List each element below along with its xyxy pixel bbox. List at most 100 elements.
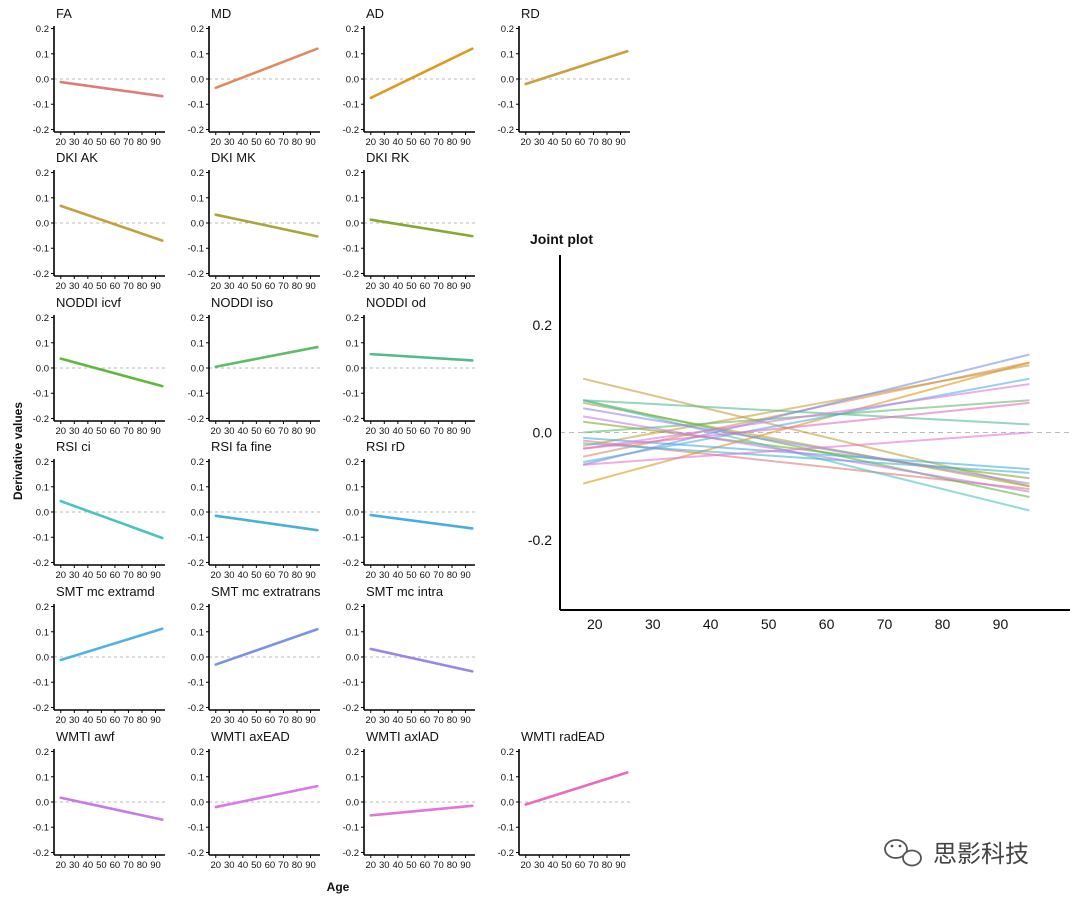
x-tick-label: 40 xyxy=(83,570,94,581)
x-tick-label: 70 xyxy=(433,715,444,726)
y-tick-label: -0.1 xyxy=(33,389,49,400)
trend-line-rsi-rd xyxy=(369,513,474,530)
panel-title: WMTI awf xyxy=(56,729,115,744)
x-tick-label: 30 xyxy=(534,860,545,871)
x-tick-label: 30 xyxy=(224,426,235,437)
x-tick-label: 70 xyxy=(278,281,289,292)
y-tick-label: 0.2 xyxy=(346,602,359,613)
y-tick-label: -0.2 xyxy=(33,125,49,136)
x-tick-label: 40 xyxy=(393,281,404,292)
x-tick-label: 90 xyxy=(460,860,471,871)
x-tick-label: 20 xyxy=(210,426,221,437)
y-tick-label: 0.1 xyxy=(191,49,204,60)
joint-line-wmti-awf xyxy=(583,415,1030,493)
y-tick-label: 0.0 xyxy=(346,219,359,230)
joint-x-tick-label: 50 xyxy=(761,616,777,632)
y-tick-label: 0.1 xyxy=(191,193,204,204)
y-tick-label: 0.0 xyxy=(191,798,204,809)
x-tick-label: 80 xyxy=(447,281,458,292)
panel-title: MD xyxy=(211,6,231,21)
joint-x-tick-label: 30 xyxy=(645,616,661,632)
x-tick-label: 40 xyxy=(548,137,559,148)
y-tick-label: 0.1 xyxy=(36,627,49,638)
x-tick-label: 40 xyxy=(393,426,404,437)
x-tick-label: 30 xyxy=(69,715,80,726)
x-tick-label: 30 xyxy=(224,715,235,726)
y-tick-label: -0.1 xyxy=(33,823,49,834)
x-tick-label: 50 xyxy=(96,281,107,292)
x-tick-label: 50 xyxy=(406,426,417,437)
y-tick-label: -0.1 xyxy=(188,533,204,544)
joint-plot-title: Joint plot xyxy=(530,231,593,247)
x-tick-label: 30 xyxy=(69,570,80,581)
panel-rd: -0.2 -0.1 0.0 0.1 0.2 20 30 40 50 60 70 80 90 RD xyxy=(498,6,630,148)
panel-title: NODDI iso xyxy=(211,295,273,310)
x-tick-label: 90 xyxy=(305,860,316,871)
x-tick-label: 80 xyxy=(447,570,458,581)
x-tick-label: 40 xyxy=(238,860,249,871)
panel-smt-mc-extramd: -0.2 -0.1 0.0 0.1 0.2 20 30 40 50 60 70 80 90 SMT mc … xyxy=(33,584,165,726)
panel-wmti-awf: -0.2 -0.1 0.0 0.1 0.2 20 30 40 50 60 70 80 90 WMTI aw… xyxy=(33,729,165,871)
x-tick-label: 70 xyxy=(278,137,289,148)
x-tick-label: 20 xyxy=(365,570,376,581)
x-tick-label: 50 xyxy=(406,715,417,726)
x-tick-label: 40 xyxy=(83,281,94,292)
x-tick-label: 80 xyxy=(447,426,458,437)
trend-line-noddi-icvf xyxy=(59,357,164,388)
y-tick-label: -0.1 xyxy=(188,678,204,689)
panel-smt-mc-intra: -0.2 -0.1 0.0 0.1 0.2 20 30 40 50 60 70 80 90 SMT mc … xyxy=(343,584,475,726)
x-tick-label: 70 xyxy=(123,715,134,726)
watermark-text: 思影科技 xyxy=(933,841,1029,868)
x-tick-label: 40 xyxy=(238,281,249,292)
x-tick-label: 20 xyxy=(210,860,221,871)
y-tick-label: -0.1 xyxy=(343,100,359,111)
y-tick-label: 0.0 xyxy=(191,219,204,230)
x-tick-label: 90 xyxy=(305,281,316,292)
x-tick-label: 20 xyxy=(55,281,66,292)
watermark: 思影科技 xyxy=(884,839,1029,868)
y-tick-label: 0.2 xyxy=(191,168,204,179)
x-tick-label: 80 xyxy=(292,137,303,148)
y-tick-label: 0.1 xyxy=(346,772,359,783)
x-tick-label: 40 xyxy=(83,860,94,871)
x-tick-label: 30 xyxy=(379,715,390,726)
x-tick-label: 60 xyxy=(420,281,431,292)
y-tick-label: 0.0 xyxy=(346,508,359,519)
y-tick-label: -0.2 xyxy=(188,414,204,425)
x-tick-label: 70 xyxy=(123,570,134,581)
x-tick-label: 30 xyxy=(69,860,80,871)
x-tick-label: 30 xyxy=(69,281,80,292)
wechat-icon xyxy=(884,839,922,867)
trend-line-smt-mc-extramd xyxy=(59,627,164,662)
x-tick-label: 30 xyxy=(224,570,235,581)
x-tick-label: 60 xyxy=(575,860,586,871)
joint-x-tick-label: 60 xyxy=(819,616,835,632)
x-tick-label: 30 xyxy=(534,137,545,148)
panel-dki-rk: -0.2 -0.1 0.0 0.1 0.2 20 30 40 50 60 70 80 90 DKI RK xyxy=(343,150,475,292)
trend-line-noddi-od xyxy=(369,352,474,362)
x-tick-label: 40 xyxy=(238,137,249,148)
x-tick-label: 90 xyxy=(150,860,161,871)
joint-line-wmti-axlad xyxy=(583,431,1030,466)
x-tick-label: 30 xyxy=(379,570,390,581)
y-tick-label: -0.2 xyxy=(33,414,49,425)
x-tick-label: 90 xyxy=(305,426,316,437)
x-tick-label: 60 xyxy=(110,281,121,292)
trend-line-noddi-iso xyxy=(214,345,319,369)
y-tick-label: -0.1 xyxy=(188,244,204,255)
panel-wmti-axead: -0.2 -0.1 0.0 0.1 0.2 20 30 40 50 60 70 80 90 WMTI ax… xyxy=(188,729,320,871)
y-tick-label: 0.2 xyxy=(36,313,49,324)
y-tick-label: -0.1 xyxy=(498,100,514,111)
x-tick-label: 60 xyxy=(265,137,276,148)
y-tick-label: 0.2 xyxy=(191,24,204,35)
y-tick-label: 0.1 xyxy=(346,627,359,638)
y-tick-label: -0.2 xyxy=(498,125,514,136)
x-tick-label: 90 xyxy=(305,715,316,726)
trend-line-rsi-fa-fine xyxy=(214,514,319,532)
panel-fa: -0.2 -0.1 0.0 0.1 0.2 20 30 40 50 60 70 80 90 FA xyxy=(33,6,165,148)
x-tick-label: 20 xyxy=(520,860,531,871)
joint-line-rd xyxy=(583,364,1030,447)
y-tick-label: 0.1 xyxy=(191,772,204,783)
y-tick-label: -0.2 xyxy=(188,125,204,136)
y-tick-label: -0.1 xyxy=(33,100,49,111)
